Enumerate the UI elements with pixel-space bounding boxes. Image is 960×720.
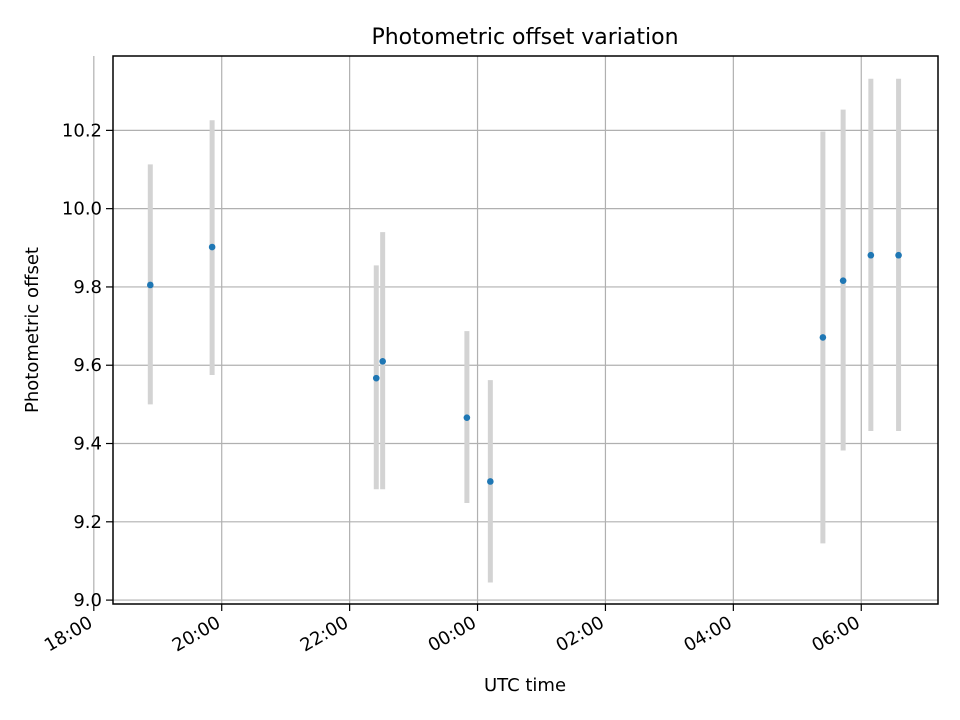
y-tick-label: 9.6 (73, 355, 102, 376)
chart-title: Photometric offset variation (371, 25, 678, 50)
data-point (819, 334, 827, 341)
data-points (147, 243, 902, 485)
data-point (895, 251, 902, 259)
data-point (147, 281, 154, 289)
x-tick-label: 20:00 (169, 612, 224, 656)
plot-frame (112, 55, 939, 605)
y-tick-label: 9.8 (73, 277, 102, 298)
data-point (487, 478, 494, 485)
data-point (867, 251, 875, 259)
y-tick-label: 10.0 (62, 199, 102, 220)
y-tick-label: 9.4 (73, 434, 102, 455)
grid (93, 56, 938, 604)
error-bars (147, 78, 902, 583)
x-tick-label: 04:00 (680, 612, 735, 656)
y-tick-label: 9.0 (73, 590, 102, 611)
x-tick-label: 00:00 (425, 612, 480, 656)
data-point (463, 414, 471, 421)
data-point (839, 277, 847, 284)
x-axis-label: UTC time (484, 675, 566, 696)
x-tick-label: 22:00 (297, 612, 352, 656)
data-point (372, 374, 380, 382)
y-tick-label: 10.2 (62, 120, 102, 141)
y-axis-label: Photometric offset (22, 247, 43, 413)
data-point (379, 358, 386, 365)
x-tick-label: 02:00 (553, 612, 608, 656)
data-point (208, 243, 216, 251)
x-axis: 18:00 20:00 22:00 00:00 02:00 04:00 06:00 (41, 604, 864, 656)
x-tick-label: 06:00 (808, 612, 863, 656)
y-tick-label: 9.2 (73, 512, 102, 533)
x-tick-label: 18:00 (41, 612, 96, 656)
y-axis: 9.0 9.2 9.4 9.6 9.8 10.0 10.2 (62, 120, 113, 611)
